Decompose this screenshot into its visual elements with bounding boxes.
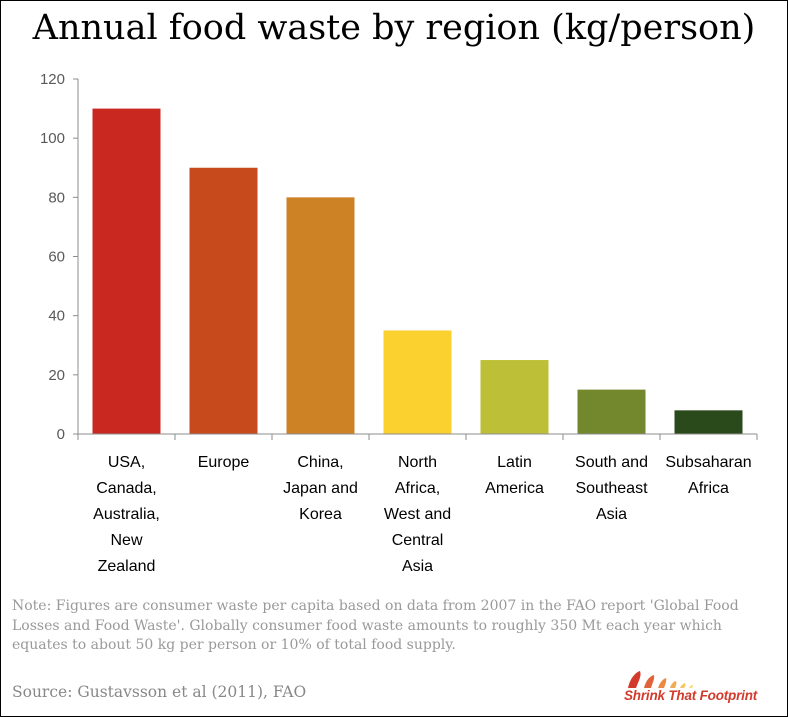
x-category-label: China, Japan and Korea <box>271 450 371 528</box>
bar <box>286 197 355 434</box>
x-category-label-line: Japan and <box>283 480 358 497</box>
x-category-label-line: Africa <box>688 480 729 497</box>
y-tick-label: 120 <box>40 71 65 88</box>
note-text: Note: Figures are consumer waste per cap… <box>12 598 739 653</box>
source-text: Source: Gustavsson et al (2011), FAO <box>12 683 307 701</box>
x-category-label-line: USA, <box>107 454 146 471</box>
logo: Shrink That Footprint <box>618 668 780 712</box>
y-axis: 0 20 40 60 80 100 120 <box>40 71 79 443</box>
x-category-label: Europe <box>174 450 274 476</box>
x-category-label-line: South and <box>575 454 648 471</box>
bar <box>383 330 452 434</box>
y-tick-label: 80 <box>48 189 65 206</box>
x-category-label-line: Korea <box>299 506 342 523</box>
x-category-label-line: Subsaharan <box>665 454 752 471</box>
x-category-label-line: Australia, <box>93 506 160 523</box>
x-category-label-line: Latin <box>497 454 532 471</box>
bar <box>674 410 743 434</box>
bar <box>480 360 549 434</box>
y-tick-label: 40 <box>48 308 65 325</box>
x-category-label-line: Europe <box>197 454 250 471</box>
x-category-label-line: North <box>397 454 438 471</box>
x-category-label-line: Canada, <box>96 480 157 497</box>
footprint-logo-icon <box>628 671 693 688</box>
x-category-label-line: China, <box>297 454 344 471</box>
x-category-label-line: Asia <box>595 506 628 523</box>
x-category-label: North Africa, West and Central Asia <box>368 450 468 580</box>
bars <box>92 108 743 434</box>
x-category-label-line: Asia <box>401 558 434 575</box>
chart-title: Annual food waste by region (kg/person) <box>32 8 756 48</box>
x-category-label-line: Zealand <box>97 558 156 575</box>
y-tick-label: 0 <box>57 426 65 443</box>
x-category-label-line: America <box>485 480 544 497</box>
x-category-label-line: Central <box>391 532 444 549</box>
x-category-label: Subsaharan Africa <box>659 450 759 502</box>
logo-text: Shrink That Footprint <box>624 688 758 703</box>
x-category-label-line: Africa, <box>394 480 441 497</box>
x-axis <box>77 433 758 440</box>
x-category-label-line: New <box>110 532 143 549</box>
x-category-label: South and Southeast Asia <box>562 450 662 528</box>
x-category-label: USA, Canada, Australia, New Zealand <box>77 450 177 580</box>
y-tick-label: 60 <box>48 249 65 266</box>
bar <box>92 108 161 434</box>
y-tick-label: 100 <box>40 130 65 147</box>
y-tick-label: 20 <box>48 367 65 384</box>
bar <box>189 167 258 434</box>
x-category-label-line: West and <box>383 506 452 523</box>
x-category-label-line: Southeast <box>575 480 648 497</box>
bar-chart: 0 20 40 60 80 100 120 <box>40 71 758 443</box>
x-category-label: Latin America <box>465 450 565 502</box>
bar <box>577 389 646 434</box>
